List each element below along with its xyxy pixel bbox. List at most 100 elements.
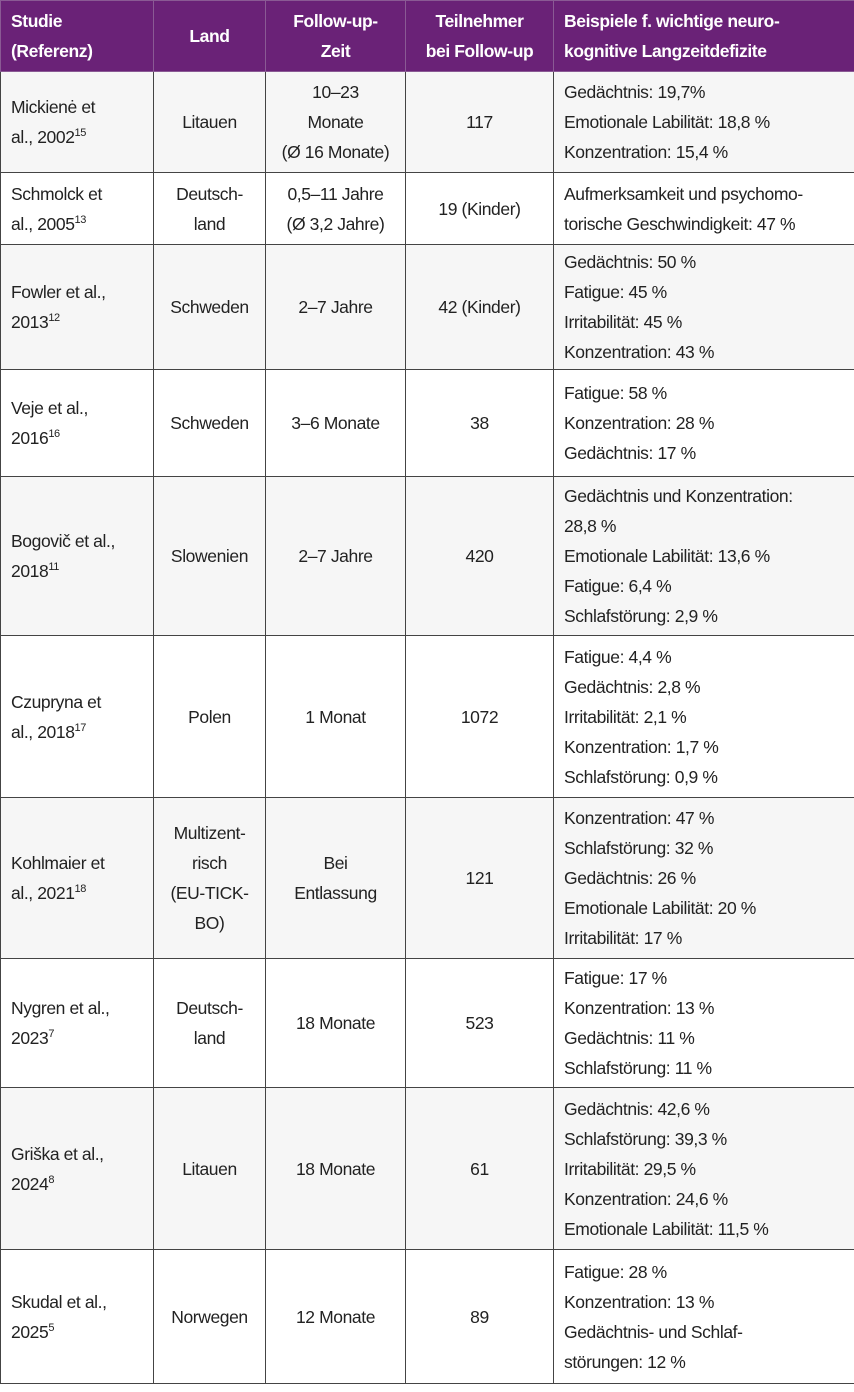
cell-line: Schlafstörung: 32 % [564,838,714,858]
cell-defizite: Fatigue: 58 % Konzentration: 28 % Gedächtn… [553,369,854,477]
table-row: Mickienė et al., 200215 Litauen 10–23 Monate… [0,71,854,173]
reference-number: 18 [74,883,87,895]
cell-study: Fowler et al., 201312 [0,244,154,370]
cell-line: 201811 [11,556,143,586]
cell-line: Zeit [320,41,351,61]
cell-line: Konzentration: 47 % [564,808,715,828]
header-follow-up-zeit: Follow-up- Zeit [265,0,406,72]
cell-follow-up-zeit: 12 Monate [265,1249,406,1384]
cell-line: 1 Monat [305,706,366,727]
cell-line: Emotionale Labilität: 11,5 % [564,1218,769,1239]
cell-land: Polen [153,635,266,798]
cell-line: Emotionale Labilität: 20 % [564,898,756,918]
cell-line: Fatigue: 28 % [564,1261,667,1282]
cell-line: 201616 [11,423,143,453]
cell-line: 201312 [11,307,143,337]
reference-number: 13 [74,213,87,226]
cell-line: al., 200215 [11,122,143,152]
table-row: Veje et al., 201616 Schweden 3–6 Monate 38 Fa… [0,369,854,477]
cell-land: Litauen [153,1087,266,1250]
cell-line: Monate [307,112,364,132]
cell-line: 12 Monate [295,1306,376,1327]
cell-line: Gedächtnis: 42,6 % [564,1098,710,1119]
table-row: Schmolck et al., 200513 Deutsch-land 0,5–11… [0,172,854,245]
cell-line: (Ø 3,2 Jahre) [286,213,385,234]
cell-teilnehmer: 420 [405,476,554,636]
study-year: 2013 [11,312,49,332]
table-row: Fowler et al., 201312 Schweden 2–7 Jahre 42 … [0,244,854,370]
cell-line: Land [189,26,230,46]
table-row: Nygren et al., 20237 Deutsch-land 18 Monate… [0,958,854,1088]
cell-line: Fowler et al., [11,282,106,302]
cell-land: Multizent-risch (EU-TICK- BO) [153,797,266,959]
cell-line: Gedächtnis: 11 % [564,1028,695,1048]
cell-line: Teilnehmer [435,11,524,31]
cell-study: Czupryna et al., 201817 [0,635,154,798]
cell-defizite: Gedächtnis: 19,7% Emotionale Labilität: 1… [553,71,854,173]
cell-line: Bei [323,853,348,873]
cell-line: 2–7 Jahre [298,297,373,317]
cell-line: Griška et al., [11,1143,104,1164]
cell-line: 28,8 % [564,516,617,536]
cell-line: 18 Monate [295,1158,376,1179]
cell-line: 0,5–11 Jahre [287,183,384,204]
cell-follow-up-zeit: 18 Monate [265,1087,406,1250]
cell-line: Schweden [170,413,249,433]
cell-line: torische Geschwindigkeit: 47 % [564,213,796,234]
cell-line: (Ø 16 Monate) [281,142,390,162]
cell-line: al., 202118 [11,878,143,908]
cell-line: Fatigue: 45 % [564,282,667,302]
cell-land: Norwegen [153,1249,266,1384]
cell-line: Deutsch- [176,998,243,1018]
cell-line: al., 200513 [11,209,143,239]
cell-line: Multizent- [173,823,246,843]
cell-teilnehmer: 117 [405,71,554,173]
study-year: al., 2021 [11,883,75,903]
cell-defizite: Aufmerksamkeit und psychomo-torische Ges… [553,172,854,245]
cell-line: Gedächtnis: 19,7% [564,82,706,102]
study-year: 2025 [11,1321,49,1342]
cell-line: Schlafstörung: 2,9 % [564,606,718,626]
cell-line: Bogovič et al., [11,531,115,551]
cell-line: Schlafstörung: 0,9 % [564,766,718,787]
cell-line: Irritabilität: 2,1 % [564,706,687,727]
study-year: al., 2005 [11,213,75,234]
cell-line: land [193,1028,226,1048]
cell-land: Deutsch-land [153,172,266,245]
cell-line: Emotionale Labilität: 13,6 % [564,546,770,566]
cell-teilnehmer: 42 (Kinder) [405,244,554,370]
cell-line: Gedächtnis: 50 % [564,252,696,272]
cell-line: 20255 [11,1317,143,1347]
cell-line: Emotionale Labilität: 18,8 % [564,112,770,132]
cell-defizite: Fatigue: 28 % Konzentration: 13 % Gedächtn… [553,1249,854,1384]
header-row: Studie (Referenz) Land Follow-up- Zeit Teilne… [0,0,854,72]
cell-study: Schmolck et al., 200513 [0,172,154,245]
cell-line: Gedächtnis: 26 % [564,868,696,888]
cell-follow-up-zeit: 3–6 Monate [265,369,406,477]
cell-line: kognitive Langzeitdefizite [564,41,767,61]
cell-line: risch [192,853,227,873]
reference-number: 12 [48,312,60,324]
cell-line: Nygren et al., [11,998,110,1018]
cell-study: Nygren et al., 20237 [0,958,154,1088]
study-year: al., 2018 [11,721,75,742]
reference-number: 7 [48,1028,55,1040]
cell-study: Griška et al., 20248 [0,1087,154,1250]
cell-line: 2–7 Jahre [298,546,373,566]
cell-defizite: Gedächtnis: 50 % Fatigue: 45 % Irritabilit… [553,244,854,370]
cell-land: Schweden [153,369,266,477]
cell-teilnehmer: 1072 [405,635,554,798]
cell-line: Czupryna et [11,691,101,712]
cell-study: Bogovič et al., 201811 [0,476,154,636]
cell-line: Gedächtnis: 2,8 % [564,676,701,697]
cell-line: Fatigue: 17 % [564,968,667,988]
reference-number: 5 [48,1321,55,1334]
reference-number: 11 [48,561,59,573]
cell-defizite: Gedächtnis: 42,6 % Schlafstörung: 39,3 % I… [553,1087,854,1250]
cell-line: Fatigue: 6,4 % [564,576,672,596]
cell-study: Kohlmaier et al., 202118 [0,797,154,959]
cell-line: Konzentration: 15,4 % [564,142,728,162]
cell-line: 10–23 [312,82,359,102]
cell-defizite: Fatigue: 4,4 % Gedächtnis: 2,8 % Irritabil… [553,635,854,798]
